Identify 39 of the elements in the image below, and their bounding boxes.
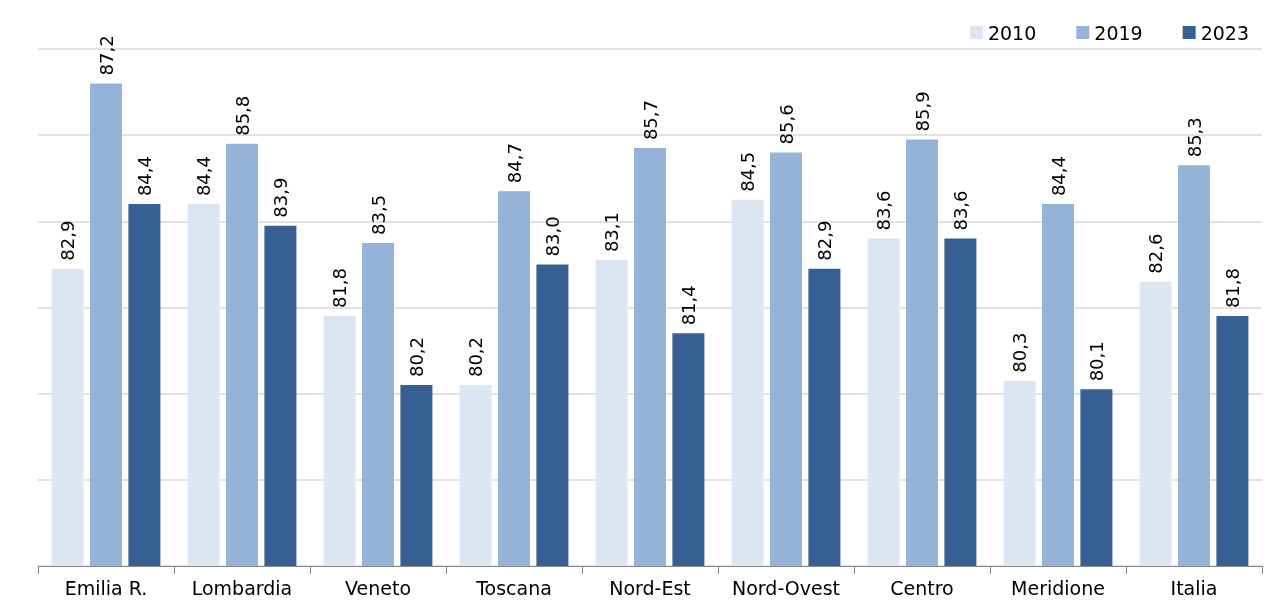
data-label: 80,2 [465, 336, 487, 378]
x-tick-label: Centro [890, 576, 954, 599]
data-label: 85,3 [1183, 117, 1205, 158]
data-label: 83,9 [269, 177, 291, 218]
data-label: 81,8 [1221, 268, 1243, 309]
data-label: 82,9 [57, 220, 79, 261]
data-label: 87,2 [95, 35, 117, 76]
x-tick-label: Meridione [1011, 576, 1105, 599]
x-tick-label: Lombardia [191, 576, 293, 599]
data-label: 84,4 [133, 156, 155, 197]
data-label: 82,6 [1145, 233, 1167, 274]
x-tick-label: Nord-Est [609, 576, 691, 599]
legend-label: 2023 [1200, 21, 1250, 44]
x-tick-label: Nord-Ovest [732, 576, 840, 599]
data-label: 83,6 [949, 190, 971, 231]
data-label: 81,8 [329, 268, 351, 309]
data-label: 84,4 [1047, 156, 1069, 197]
legend-label: 2010 [987, 21, 1037, 44]
data-label: 83,5 [367, 194, 389, 235]
data-label: 80,1 [1085, 341, 1107, 382]
data-label: 85,7 [639, 100, 661, 141]
x-tick-label: Italia [1170, 576, 1218, 599]
data-label: 81,4 [677, 285, 699, 326]
data-label: 82,9 [813, 220, 835, 261]
data-label: 83,0 [541, 216, 563, 257]
data-label: 83,6 [873, 190, 895, 231]
x-tick-label: Veneto [344, 576, 412, 599]
legend-label: 2019 [1094, 21, 1143, 44]
data-label: 85,9 [911, 91, 933, 132]
data-label: 80,2 [405, 336, 427, 378]
data-label: 83,1 [601, 212, 623, 253]
x-tick-label: Toscana [475, 576, 552, 599]
data-label: 84,5 [737, 151, 759, 192]
data-label: 80,3 [1009, 332, 1031, 373]
data-label: 85,8 [231, 95, 253, 136]
x-tick-label: Emilia R. [64, 576, 148, 599]
data-label: 85,6 [775, 104, 797, 145]
data-label: 84,7 [503, 143, 525, 184]
data-label: 84,4 [193, 156, 215, 197]
